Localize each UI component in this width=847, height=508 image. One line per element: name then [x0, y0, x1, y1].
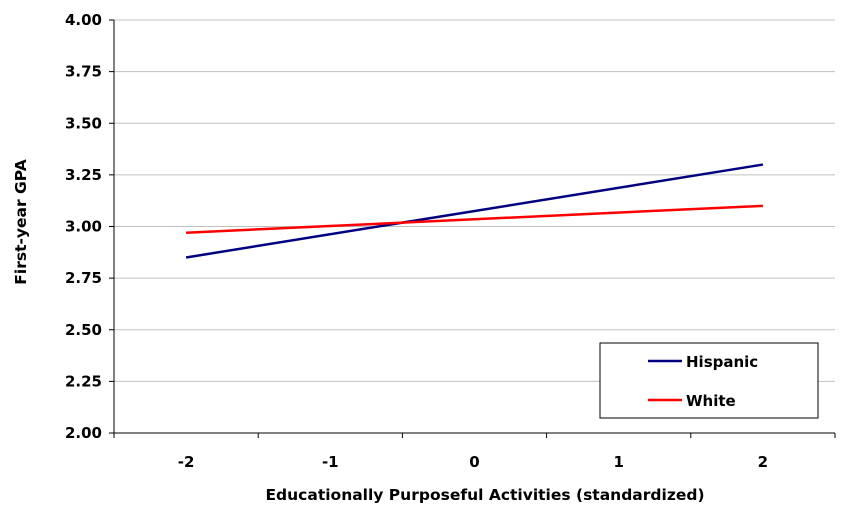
- legend-box: [599, 342, 819, 419]
- axis-ticks: [109, 19, 836, 438]
- x-tick-label: -1: [322, 453, 339, 471]
- y-tick-label: 2.75: [65, 269, 102, 287]
- y-tick-label: 3.25: [65, 166, 102, 184]
- x-tick-label: 2: [758, 453, 768, 471]
- x-tick-label: 0: [469, 453, 479, 471]
- x-tick-label: 1: [613, 453, 623, 471]
- legend: Hispanic White: [599, 342, 819, 419]
- y-tick-label: 3.75: [65, 63, 102, 81]
- y-tick-label: 4.00: [65, 11, 102, 29]
- y-tick-label: 2.50: [65, 321, 102, 339]
- y-tick-label: 3.50: [65, 114, 102, 132]
- y-tick-label: 3.00: [65, 218, 102, 236]
- series-lines: [185, 163, 764, 259]
- legend-label-hispanic: Hispanic: [686, 353, 758, 371]
- series-line-hispanic: [185, 163, 764, 259]
- x-tick-labels: -2 -1 0 1 2: [178, 453, 768, 471]
- x-tick-label: -2: [178, 453, 195, 471]
- y-axis-title: First-year GPA: [12, 159, 30, 284]
- y-tick-label: 2.00: [65, 424, 102, 442]
- x-axis-title: Educationally Purposeful Activities (sta…: [265, 486, 704, 504]
- y-tick-labels: 2.00 2.25 2.50 2.75 3.00 3.25 3.50 3.75 4.00: [65, 11, 102, 442]
- y-tick-label: 2.25: [65, 372, 102, 390]
- legend-label-white: White: [686, 392, 736, 410]
- series-line-white: [186, 204, 763, 234]
- gridlines: [114, 19, 835, 382]
